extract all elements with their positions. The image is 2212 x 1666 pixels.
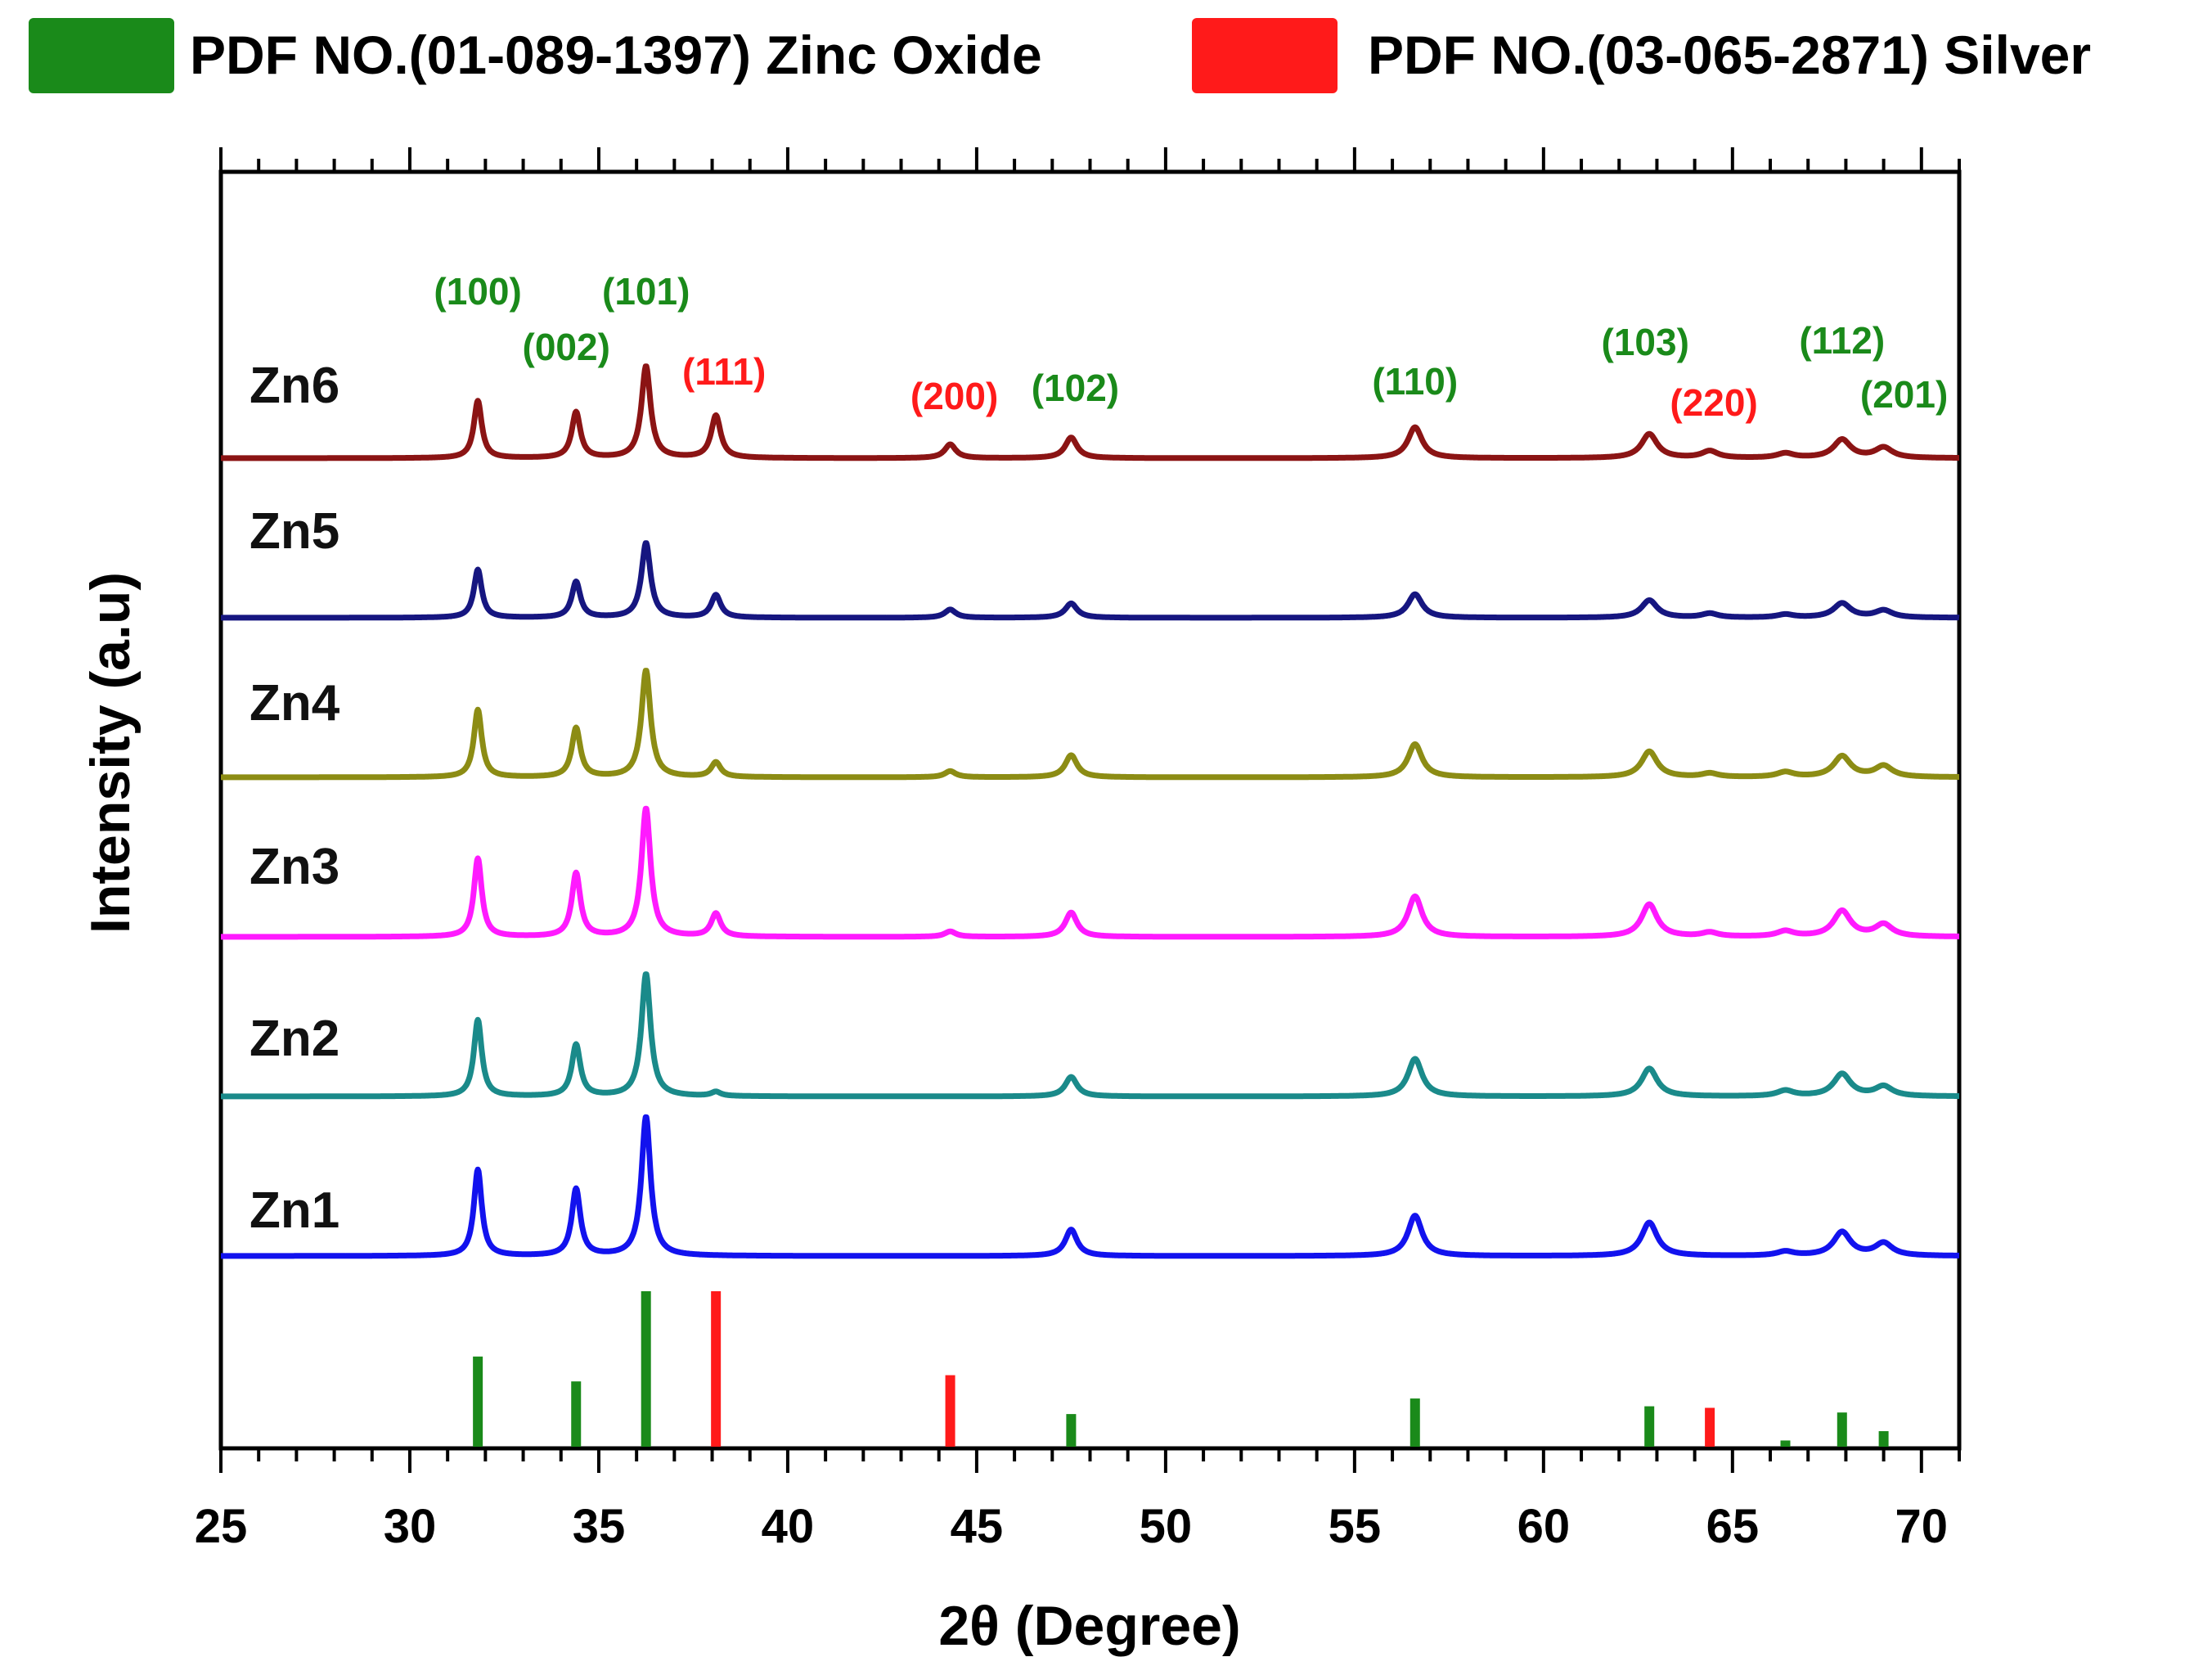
peak-label: (102): [1032, 367, 1119, 409]
reference-peak-bar: [1409, 1398, 1420, 1447]
y-axis-title: Intensity (a.u): [79, 572, 142, 934]
series-line-zn2: [218, 971, 1962, 1100]
reference-peak-bar: [945, 1375, 955, 1447]
series-lines: [218, 363, 1962, 1259]
reference-peak-bar: [1066, 1414, 1077, 1447]
legend-swatch-silver: [1192, 18, 1338, 93]
x-tick-label: 50: [1140, 1500, 1193, 1553]
series-line-zn3: [218, 805, 1962, 940]
series-label-zn3: Zn3: [250, 839, 339, 895]
peak-label: (111): [682, 350, 766, 393]
reference-peak-bar: [1644, 1406, 1655, 1447]
series-line-zn4: [218, 668, 1962, 781]
x-tick-label: 25: [195, 1500, 248, 1553]
reference-peak-bar: [711, 1291, 722, 1447]
reference-peak-bar: [1780, 1440, 1791, 1447]
legend-label-zinc-oxide: PDF NO.(01-089-1397) Zinc Oxide: [190, 25, 1042, 85]
reference-peak-bar: [473, 1356, 483, 1447]
x-tick-label: 55: [1329, 1500, 1382, 1553]
x-tick-label: 45: [951, 1500, 1004, 1553]
reference-peak-bar: [641, 1291, 651, 1447]
peak-label: (100): [434, 270, 521, 313]
series-line-zn6: [218, 363, 1962, 462]
x-tick-label: 65: [1706, 1500, 1760, 1553]
x-tick-label: 60: [1517, 1500, 1571, 1553]
x-tick-label: 30: [384, 1500, 437, 1553]
series-label-zn6: Zn6: [250, 358, 339, 414]
x-tick-label: 40: [762, 1500, 815, 1553]
peak-label: (002): [523, 326, 610, 368]
series-line-zn1: [218, 1114, 1962, 1259]
x-axis-title: 2θ (Degree): [938, 1595, 1240, 1657]
reference-peak-bar: [1837, 1412, 1847, 1447]
x-tick-label: 35: [573, 1500, 626, 1553]
peak-label: (103): [1602, 321, 1689, 363]
reference-peak-bar: [1705, 1407, 1715, 1447]
reference-peak-bar: [571, 1381, 582, 1447]
reference-peak-bar: [1878, 1431, 1889, 1447]
peak-label: (112): [1799, 319, 1885, 362]
series-line-zn5: [218, 540, 1962, 621]
peak-label: (201): [1860, 373, 1948, 416]
peak-label: (200): [910, 375, 998, 417]
reference-peaks: [473, 1291, 1889, 1447]
series-labels: Zn1 Zn2 Zn3 Zn4 Zn5 Zn6: [250, 358, 340, 1239]
series-label-zn5: Zn5: [250, 503, 339, 560]
x-tick-label: 70: [1895, 1500, 1949, 1553]
peak-labels: (100)(002) (101) (111) (200) (102) (110) (103)…: [434, 270, 1948, 424]
peak-label: (101): [602, 270, 690, 313]
peak-label: (110): [1372, 360, 1458, 403]
x-axis-ticks: [219, 147, 1961, 1473]
legend: PDF NO.(01-089-1397) Zinc Oxide PDF NO.(…: [29, 18, 2091, 93]
legend-swatch-zinc-oxide: [29, 18, 174, 93]
x-axis-tick-labels: 25 30 35 40 45 50 55 60 65 70: [195, 1500, 1948, 1553]
series-label-zn1: Zn1: [250, 1182, 339, 1239]
series-label-zn4: Zn4: [250, 675, 340, 732]
legend-label-silver: PDF NO.(03-065-2871) Silver: [1368, 25, 2091, 85]
peak-label: (220): [1670, 381, 1757, 424]
series-label-zn2: Zn2: [250, 1011, 339, 1067]
